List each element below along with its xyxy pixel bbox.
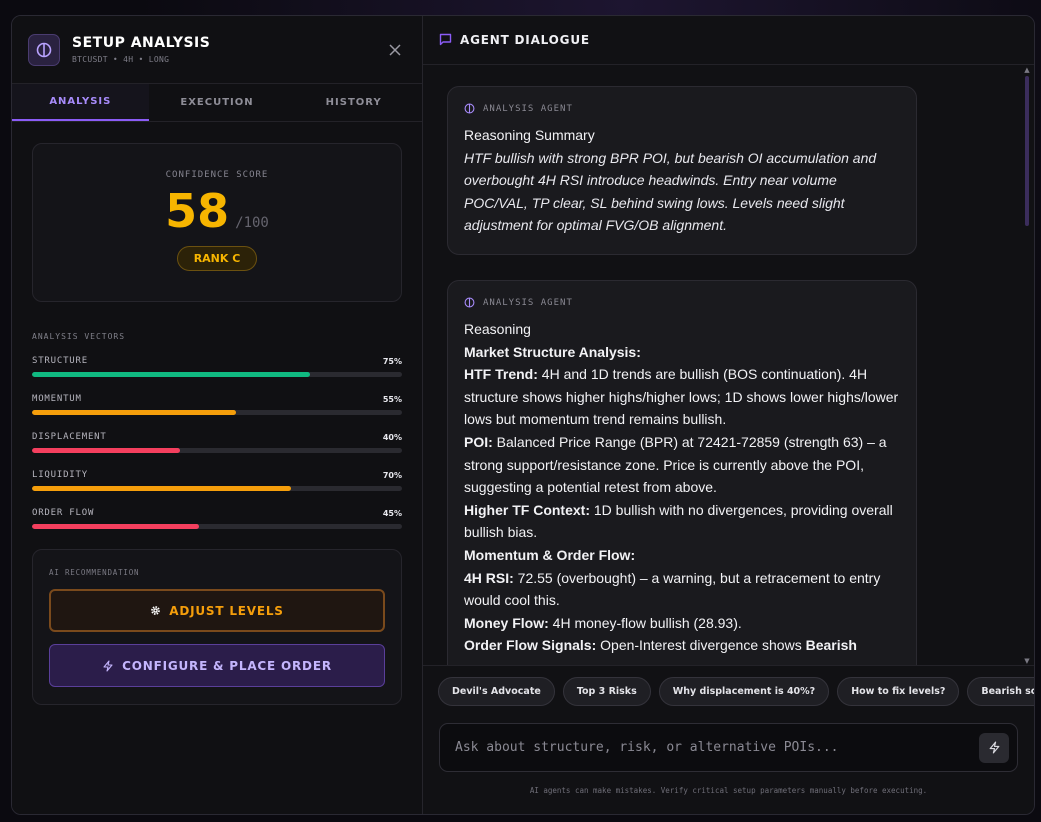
order-flow-label: Order Flow Signals: <box>464 637 597 654</box>
close-button[interactable] <box>384 39 406 61</box>
chip-devils-advocate[interactable]: Devil's Advocate <box>438 677 555 706</box>
tab-history[interactable]: HISTORY <box>325 97 382 108</box>
agent-message: ANALYSIS AGENT Reasoning Market Structur… <box>447 280 917 665</box>
chip-bearish-scenario[interactable]: Bearish scenario? <box>967 677 1034 706</box>
tab-analysis[interactable]: ANALYSIS <box>12 84 149 121</box>
page-subtitle: BTCUSDT • 4H • LONG <box>72 55 170 64</box>
vector-fill <box>32 448 180 453</box>
section-heading: Momentum & Order Flow: <box>464 546 636 563</box>
scroll-down-icon[interactable]: ▼ <box>1024 657 1030 665</box>
recommendation-label: AI RECOMMENDATION <box>49 568 140 577</box>
confidence-score: 58 <box>165 184 230 238</box>
vector-fill <box>32 486 291 491</box>
dialogue-header: AGENT DIALOGUE <box>423 16 1034 65</box>
confidence-label: CONFIDENCE SCORE <box>165 170 269 180</box>
htf-label: HTF Trend: <box>464 366 538 383</box>
htf-text: 4H and 1D trends are bullish (BOS contin… <box>464 366 899 428</box>
order-flow-bold: Bearish <box>805 637 857 654</box>
vector-displacement: DISPLACEMENT 40% <box>32 432 402 453</box>
context-text: 1D bullish with no divergences, providin… <box>464 501 893 541</box>
scroll-thumb[interactable] <box>1025 76 1029 226</box>
money-flow-label: Money Flow: <box>464 614 549 631</box>
vector-structure: STRUCTURE 75% <box>32 356 402 377</box>
setup-analysis-panel: SETUP ANALYSIS BTCUSDT • 4H • LONG ANALY… <box>12 16 423 814</box>
send-button[interactable] <box>979 732 1009 763</box>
vector-fill <box>32 410 236 415</box>
vector-track <box>32 524 402 529</box>
analysis-window: SETUP ANALYSIS BTCUSDT • 4H • LONG ANALY… <box>11 15 1035 815</box>
vector-track <box>32 410 402 415</box>
vector-name: LIQUIDITY <box>32 470 88 480</box>
chip-fix-levels[interactable]: How to fix levels? <box>837 677 960 706</box>
close-icon <box>389 43 401 56</box>
vector-track <box>32 448 402 453</box>
rank-badge: RANK C <box>176 246 258 271</box>
message-heading: Reasoning <box>464 321 531 337</box>
vector-name: MOMENTUM <box>32 394 82 404</box>
section-heading: Market Structure Analysis: <box>464 343 641 360</box>
vector-fill <box>32 372 310 377</box>
message-text: HTF bullish with strong BPR POI, but bea… <box>464 149 877 234</box>
confidence-card: CONFIDENCE SCORE 58 /100 RANK C <box>32 143 402 302</box>
poi-text: Balanced Price Range (BPR) at 72421-7285… <box>464 433 887 496</box>
lightning-icon <box>989 741 999 754</box>
vector-value: 45% <box>382 508 402 518</box>
adjust-levels-label: ADJUST LEVELS <box>169 603 284 618</box>
message-scrollbar[interactable]: ▲ ▼ <box>1023 66 1031 665</box>
vector-liquidity: LIQUIDITY 70% <box>32 470 402 491</box>
rsi-label: 4H RSI: <box>464 569 514 586</box>
vector-name: ORDER FLOW <box>32 508 95 518</box>
app-logo-icon <box>28 33 60 66</box>
adjust-levels-button[interactable]: ADJUST LEVELS <box>49 589 385 632</box>
vector-momentum: MOMENTUM 55% <box>32 394 402 415</box>
vector-fill <box>32 524 199 529</box>
vectors-title: ANALYSIS VECTORS <box>32 332 126 341</box>
scroll-up-icon[interactable]: ▲ <box>1024 66 1030 74</box>
poi-label: POI: <box>464 433 493 450</box>
vector-name: STRUCTURE <box>32 356 88 366</box>
vector-track <box>32 372 402 377</box>
ai-recommendation-card: AI RECOMMENDATION ADJUST LEVELS CONFIGUR… <box>32 549 402 705</box>
vector-value: 75% <box>382 356 402 366</box>
rsi-text: 72.55 (overbought) – a warning, but a re… <box>464 569 881 609</box>
vector-order-flow: ORDER FLOW 45% <box>32 508 402 529</box>
agent-name: ANALYSIS AGENT <box>483 103 573 114</box>
vector-value: 55% <box>382 394 402 404</box>
configure-place-order-label: CONFIGURE & PLACE ORDER <box>122 658 332 673</box>
lightning-icon <box>102 659 114 672</box>
vector-value: 70% <box>382 470 402 480</box>
chat-input-box <box>439 723 1018 772</box>
chip-why-displacement[interactable]: Why displacement is 40%? <box>658 677 830 706</box>
order-flow-text: Open-Interest divergence shows <box>596 637 806 654</box>
chip-top-risks[interactable]: Top 3 Risks <box>562 677 651 706</box>
vector-track <box>32 486 402 491</box>
agent-icon <box>464 103 475 114</box>
context-label: Higher TF Context: <box>464 501 590 518</box>
page-title: SETUP ANALYSIS <box>72 35 211 51</box>
analysis-vectors: ANALYSIS VECTORS STRUCTURE 75% MOMENTUM … <box>32 332 402 529</box>
configure-place-order-button[interactable]: CONFIGURE & PLACE ORDER <box>49 644 385 687</box>
disclaimer: AI agents can make mistakes. Verify crit… <box>529 786 928 795</box>
gear-icon <box>150 605 161 616</box>
message-list[interactable]: ANALYSIS AGENT Reasoning Summary HTF bul… <box>423 66 1034 665</box>
tab-execution[interactable]: EXECUTION <box>180 97 254 108</box>
money-flow-text: 4H money-flow bullish (28.93). <box>548 614 742 631</box>
panel-header: SETUP ANALYSIS BTCUSDT • 4H • LONG <box>12 16 422 84</box>
dialogue-title: AGENT DIALOGUE <box>460 33 590 47</box>
agent-message: ANALYSIS AGENT Reasoning Summary HTF bul… <box>447 86 917 255</box>
agent-dialogue-panel: AGENT DIALOGUE ANALYSIS AGENT Reasoning … <box>423 16 1034 814</box>
chat-input[interactable] <box>455 740 979 755</box>
vector-name: DISPLACEMENT <box>32 432 107 442</box>
suggestion-chips: Devil's Advocate Top 3 Risks Why displac… <box>423 665 1034 717</box>
agent-name: ANALYSIS AGENT <box>483 297 573 308</box>
agent-icon <box>464 297 475 308</box>
tab-bar: ANALYSIS EXECUTION HISTORY <box>12 84 422 122</box>
vector-value: 40% <box>382 432 402 442</box>
message-heading: Reasoning Summary <box>464 127 595 143</box>
confidence-max: /100 <box>235 215 269 231</box>
chat-icon <box>439 31 452 50</box>
